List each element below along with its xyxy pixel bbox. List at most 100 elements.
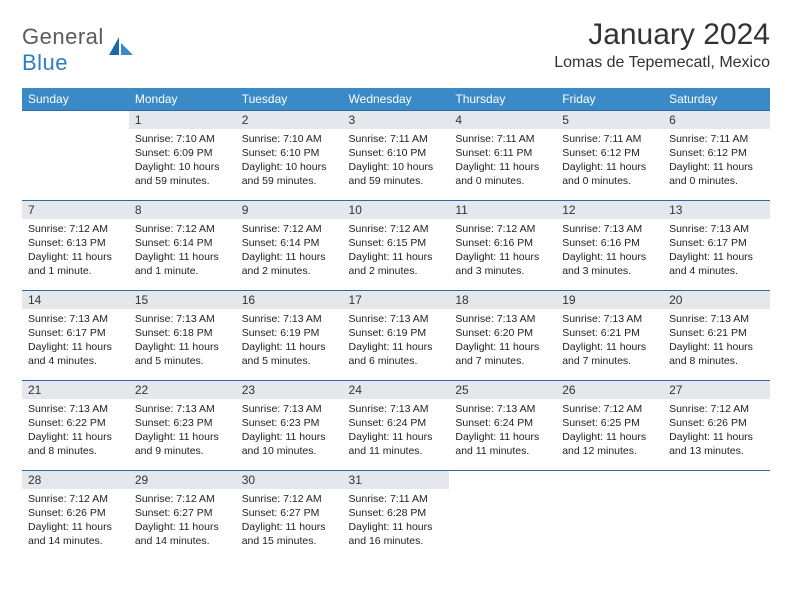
day-content-cell: Sunrise: 7:11 AMSunset: 6:12 PMDaylight:…	[556, 129, 663, 201]
weekday-header: Wednesday	[343, 88, 450, 111]
day-number-cell: 13	[663, 201, 770, 219]
day-number-row: 78910111213	[22, 201, 770, 219]
calendar-page: General Blue January 2024 Lomas de Tepem…	[0, 0, 792, 571]
day-number-cell: 8	[129, 201, 236, 219]
day-number-cell	[22, 111, 129, 129]
day-content-row: Sunrise: 7:13 AMSunset: 6:22 PMDaylight:…	[22, 399, 770, 471]
day-number-cell: 31	[343, 471, 450, 489]
day-number-cell	[449, 471, 556, 489]
weekday-header: Friday	[556, 88, 663, 111]
day-content-cell: Sunrise: 7:13 AMSunset: 6:21 PMDaylight:…	[663, 309, 770, 381]
day-number-cell: 12	[556, 201, 663, 219]
day-content-cell: Sunrise: 7:12 AMSunset: 6:16 PMDaylight:…	[449, 219, 556, 291]
day-content-cell	[556, 489, 663, 561]
day-number-cell: 22	[129, 381, 236, 399]
day-content-cell: Sunrise: 7:11 AMSunset: 6:11 PMDaylight:…	[449, 129, 556, 201]
day-content-row: Sunrise: 7:12 AMSunset: 6:13 PMDaylight:…	[22, 219, 770, 291]
weekday-header: Sunday	[22, 88, 129, 111]
day-content-cell: Sunrise: 7:13 AMSunset: 6:22 PMDaylight:…	[22, 399, 129, 471]
day-number-cell: 16	[236, 291, 343, 309]
day-content-cell: Sunrise: 7:13 AMSunset: 6:23 PMDaylight:…	[129, 399, 236, 471]
day-number-cell: 15	[129, 291, 236, 309]
day-content-cell: Sunrise: 7:10 AMSunset: 6:09 PMDaylight:…	[129, 129, 236, 201]
day-number-cell: 28	[22, 471, 129, 489]
day-content-cell: Sunrise: 7:12 AMSunset: 6:26 PMDaylight:…	[22, 489, 129, 561]
day-number-cell: 14	[22, 291, 129, 309]
day-content-cell: Sunrise: 7:13 AMSunset: 6:16 PMDaylight:…	[556, 219, 663, 291]
day-number-cell: 2	[236, 111, 343, 129]
day-content-cell: Sunrise: 7:13 AMSunset: 6:21 PMDaylight:…	[556, 309, 663, 381]
day-content-cell: Sunrise: 7:12 AMSunset: 6:15 PMDaylight:…	[343, 219, 450, 291]
calendar-table: SundayMondayTuesdayWednesdayThursdayFrid…	[22, 88, 770, 561]
day-number-cell: 19	[556, 291, 663, 309]
header: General Blue January 2024 Lomas de Tepem…	[22, 18, 770, 76]
day-content-cell: Sunrise: 7:13 AMSunset: 6:19 PMDaylight:…	[343, 309, 450, 381]
day-number-cell: 11	[449, 201, 556, 219]
day-content-cell: Sunrise: 7:13 AMSunset: 6:18 PMDaylight:…	[129, 309, 236, 381]
day-number-cell: 17	[343, 291, 450, 309]
day-content-cell: Sunrise: 7:12 AMSunset: 6:14 PMDaylight:…	[129, 219, 236, 291]
day-number-cell: 21	[22, 381, 129, 399]
day-content-cell: Sunrise: 7:13 AMSunset: 6:17 PMDaylight:…	[663, 219, 770, 291]
weekday-header: Thursday	[449, 88, 556, 111]
day-content-cell	[449, 489, 556, 561]
weekday-header-row: SundayMondayTuesdayWednesdayThursdayFrid…	[22, 88, 770, 111]
day-content-cell: Sunrise: 7:12 AMSunset: 6:13 PMDaylight:…	[22, 219, 129, 291]
weekday-header: Monday	[129, 88, 236, 111]
day-content-cell: Sunrise: 7:12 AMSunset: 6:27 PMDaylight:…	[236, 489, 343, 561]
weekday-header: Tuesday	[236, 88, 343, 111]
day-number-cell: 30	[236, 471, 343, 489]
logo-sail-icon	[107, 35, 135, 64]
day-number-cell: 25	[449, 381, 556, 399]
day-content-cell: Sunrise: 7:13 AMSunset: 6:20 PMDaylight:…	[449, 309, 556, 381]
day-number-cell: 5	[556, 111, 663, 129]
day-number-row: 14151617181920	[22, 291, 770, 309]
brand-name-1: General	[22, 24, 104, 49]
day-number-cell: 10	[343, 201, 450, 219]
location: Lomas de Tepemecatl, Mexico	[554, 54, 770, 72]
day-content-cell	[663, 489, 770, 561]
day-content-cell: Sunrise: 7:11 AMSunset: 6:28 PMDaylight:…	[343, 489, 450, 561]
day-number-cell: 24	[343, 381, 450, 399]
day-number-cell: 23	[236, 381, 343, 399]
day-content-row: Sunrise: 7:10 AMSunset: 6:09 PMDaylight:…	[22, 129, 770, 201]
calendar-body: 123456Sunrise: 7:10 AMSunset: 6:09 PMDay…	[22, 111, 770, 561]
day-number-cell: 3	[343, 111, 450, 129]
day-number-row: 123456	[22, 111, 770, 129]
title-block: January 2024 Lomas de Tepemecatl, Mexico	[554, 18, 770, 72]
day-content-cell: Sunrise: 7:10 AMSunset: 6:10 PMDaylight:…	[236, 129, 343, 201]
day-number-cell: 7	[22, 201, 129, 219]
day-content-cell: Sunrise: 7:13 AMSunset: 6:23 PMDaylight:…	[236, 399, 343, 471]
weekday-header: Saturday	[663, 88, 770, 111]
day-number-cell: 1	[129, 111, 236, 129]
brand-logo: General Blue	[22, 18, 135, 76]
brand-name: General Blue	[22, 24, 104, 76]
day-number-cell: 9	[236, 201, 343, 219]
day-content-cell: Sunrise: 7:13 AMSunset: 6:17 PMDaylight:…	[22, 309, 129, 381]
day-number-row: 21222324252627	[22, 381, 770, 399]
day-number-cell: 27	[663, 381, 770, 399]
day-number-cell: 4	[449, 111, 556, 129]
day-content-cell: Sunrise: 7:12 AMSunset: 6:27 PMDaylight:…	[129, 489, 236, 561]
day-number-cell: 26	[556, 381, 663, 399]
day-content-row: Sunrise: 7:13 AMSunset: 6:17 PMDaylight:…	[22, 309, 770, 381]
day-number-cell: 18	[449, 291, 556, 309]
day-content-cell: Sunrise: 7:13 AMSunset: 6:24 PMDaylight:…	[449, 399, 556, 471]
day-content-cell: Sunrise: 7:12 AMSunset: 6:14 PMDaylight:…	[236, 219, 343, 291]
day-number-row: 28293031	[22, 471, 770, 489]
day-content-cell: Sunrise: 7:13 AMSunset: 6:24 PMDaylight:…	[343, 399, 450, 471]
day-content-cell	[22, 129, 129, 201]
day-content-cell: Sunrise: 7:12 AMSunset: 6:25 PMDaylight:…	[556, 399, 663, 471]
day-content-cell: Sunrise: 7:13 AMSunset: 6:19 PMDaylight:…	[236, 309, 343, 381]
day-content-cell: Sunrise: 7:11 AMSunset: 6:10 PMDaylight:…	[343, 129, 450, 201]
day-number-cell: 6	[663, 111, 770, 129]
day-number-cell: 29	[129, 471, 236, 489]
day-content-cell: Sunrise: 7:11 AMSunset: 6:12 PMDaylight:…	[663, 129, 770, 201]
day-content-cell: Sunrise: 7:12 AMSunset: 6:26 PMDaylight:…	[663, 399, 770, 471]
day-number-cell	[663, 471, 770, 489]
day-number-cell	[556, 471, 663, 489]
month-title: January 2024	[554, 18, 770, 52]
brand-name-2: Blue	[22, 50, 68, 75]
day-content-row: Sunrise: 7:12 AMSunset: 6:26 PMDaylight:…	[22, 489, 770, 561]
day-number-cell: 20	[663, 291, 770, 309]
